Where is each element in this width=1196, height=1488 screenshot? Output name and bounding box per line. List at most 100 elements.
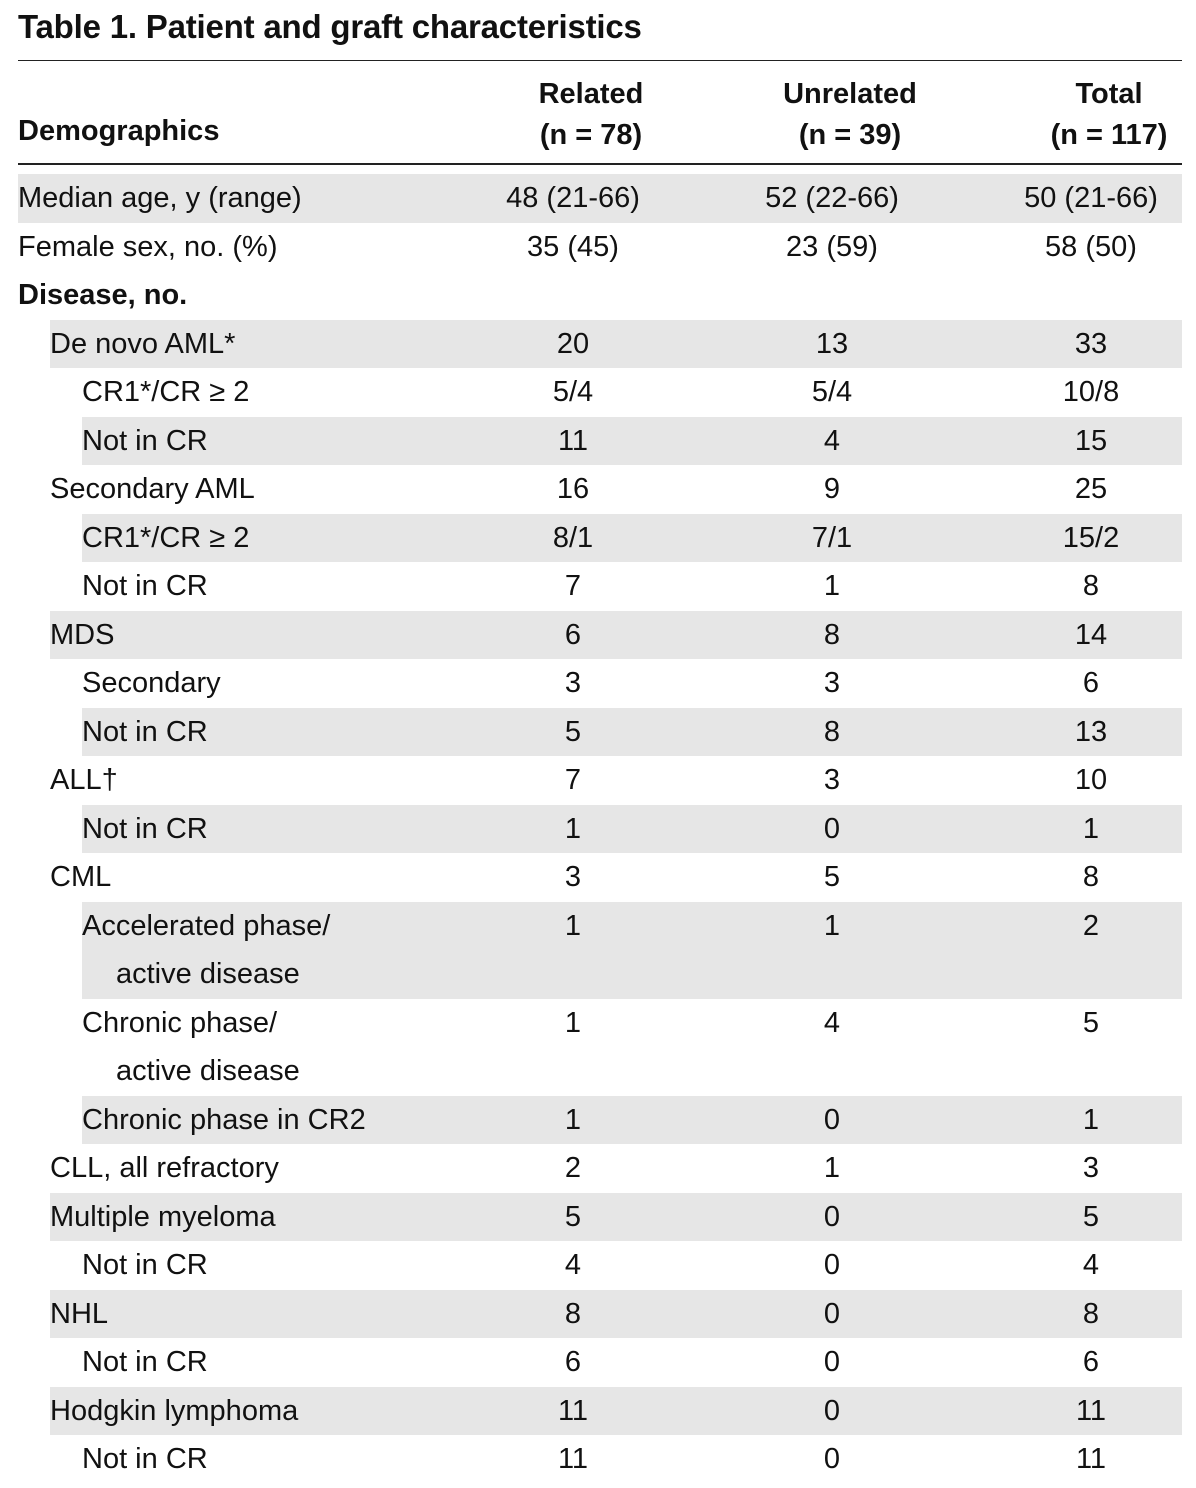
row-label: Secondary AML [50,465,255,513]
related-cell: 1 [564,812,582,845]
row-shading [50,1386,1182,1435]
related-cell: 3 [564,667,582,699]
total-cell: 15/2 [1062,521,1120,554]
total-cell: 15 [1074,424,1108,457]
row-label: Not in CR [82,1435,208,1483]
related-cell: 3 [564,861,582,893]
total-cell: 25 [1074,473,1108,505]
total-cell: 8 [1082,861,1100,893]
row-label: Chronic phase/active disease [82,999,300,1095]
related-cell: 11 [557,1443,589,1475]
total-cell: 5 [1082,1006,1100,1039]
total-column-header: Total (n = 117) [979,74,1196,156]
related-cell: 1 [564,909,582,942]
row-shading [50,319,1182,368]
related-cell: 11 [557,424,589,457]
related-cell: 1 [564,1006,582,1039]
total-cell: 50 (21-66) [1024,182,1158,214]
total-cell: 10 [1074,764,1108,796]
row-label-text: Not in CR [82,570,208,602]
row-shading [82,707,1182,756]
total-cell: 11 [1075,1394,1107,1427]
row-label: CML [50,853,111,901]
row-label: MDS [50,611,114,659]
row-label-text: Median age, y (range) [18,182,302,214]
unrelated-cell: 52 (22-66) [765,182,899,214]
related-cell: 1 [564,1103,582,1136]
unrelated-cell: 1 [823,909,841,942]
row-label-text: Secondary AML [50,473,255,505]
total-cell: 58 (50) [1045,230,1137,263]
row-label: Disease, no. [18,271,187,319]
table-row: Accelerated phase/active disease 1 1 2 [0,901,1196,999]
total-cell: 3 [1082,1152,1100,1184]
table-body: Median age, y (range) 48 (21-66) 52 (22-66… [0,174,1196,1484]
unrelated-cell: 4 [823,1006,841,1039]
row-label: Multiple myeloma [50,1193,276,1241]
row-label-text: NHL [50,1297,109,1330]
unrelated-cell: 0 [823,1249,841,1281]
row-label: Accelerated phase/active disease [82,902,330,998]
row-label: Chronic phase in CR2 [82,1096,366,1144]
related-cell: 5 [564,715,582,748]
table-row: Multiple myeloma 5 0 5 [0,1192,1196,1241]
table-row: Secondary 3 3 6 [0,659,1196,708]
row-label-text: Not in CR [82,715,208,748]
related-cell: 16 [556,473,590,505]
row-label-text: De novo AML* [50,327,236,360]
table-row: MDS 6 8 14 [0,610,1196,659]
row-shading [82,513,1182,562]
table-row: Hodgkin lymphoma 11 0 11 [0,1386,1196,1435]
row-shading [50,610,1182,659]
total-cell: 6 [1082,1346,1100,1378]
total-cell: 1 [1082,1103,1100,1136]
total-cell: 6 [1082,667,1100,699]
row-label-text: Female sex, no. (%) [18,230,278,263]
related-cell: 20 [556,327,590,360]
total-cell: 5 [1082,1200,1100,1233]
related-cell: 6 [564,1346,582,1378]
row-label: CLL, all refractory [50,1144,279,1192]
row-label-text: Disease, no. [18,279,188,311]
demographics-header: Demographics [18,115,220,147]
top-rule [18,60,1182,61]
row-shading [82,1095,1182,1144]
related-cell: 6 [564,618,582,651]
row-label-text: Not in CR [82,424,208,457]
unrelated-cell: 0 [823,1297,841,1330]
unrelated-cell: 8 [823,715,841,748]
row-label-text: Not in CR [82,1443,208,1475]
row-label-text: MDS [50,618,115,651]
table-row: CR1*/CR ≥ 2 8/1 7/1 15/2 [0,513,1196,562]
related-cell: 4 [564,1249,582,1281]
total-header-n: (n = 117) [1050,119,1168,151]
row-label-text: Not in CR [82,812,208,845]
unrelated-cell: 7/1 [811,521,853,554]
unrelated-cell: 5/4 [811,376,853,408]
row-label-text: Hodgkin lymphoma [50,1394,299,1427]
row-label: De novo AML* [50,320,235,368]
related-cell: 35 (45) [527,230,619,263]
row-label: Not in CR [82,1338,208,1386]
table-row: Not in CR 5 8 13 [0,707,1196,756]
row-label-continuation: active disease [116,1054,300,1087]
table-row: CLL, all refractory 2 1 3 [0,1144,1196,1193]
row-label: Secondary [82,659,221,707]
row-shading [82,416,1182,465]
table-row: CML 3 5 8 [0,853,1196,902]
unrelated-cell: 1 [823,570,841,602]
related-cell: 2 [564,1152,582,1184]
unrelated-cell: 1 [823,1152,841,1184]
related-cell: 5 [564,1200,582,1233]
unrelated-cell: 3 [823,764,841,796]
table-row: Median age, y (range) 48 (21-66) 52 (22-66… [0,174,1196,223]
row-label: Hodgkin lymphoma [50,1387,298,1435]
unrelated-cell: 0 [823,1103,841,1136]
unrelated-cell: 23 (59) [786,230,878,263]
related-cell: 7 [564,570,582,602]
row-label: CR1*/CR ≥ 2 [82,368,249,416]
table-row: Chronic phase in CR2 1 0 1 [0,1095,1196,1144]
total-cell: 8 [1082,1297,1100,1330]
unrelated-cell: 0 [823,1346,841,1378]
table-row: Secondary AML 16 9 25 [0,465,1196,514]
